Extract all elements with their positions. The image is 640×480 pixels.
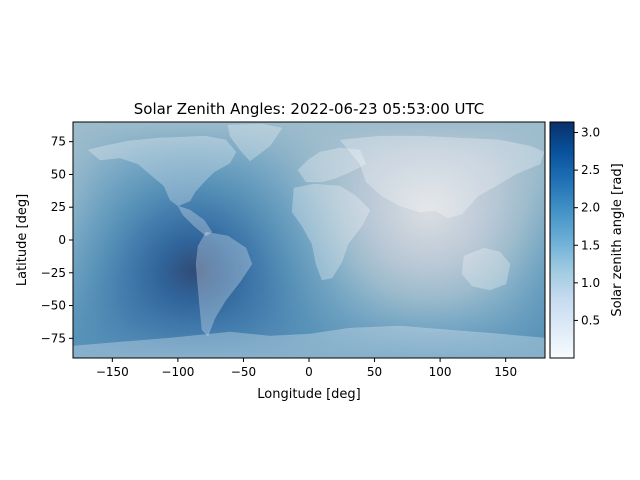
antarctica-land: [73, 325, 545, 358]
y-tick-label: −25: [41, 266, 66, 280]
y-tick-label: 50: [51, 167, 66, 181]
chart-title: Solar Zenith Angles: 2022-06-23 05:53:00…: [134, 100, 484, 118]
x-tick-label: −50: [231, 365, 256, 379]
x-axis-label: Longitude [deg]: [257, 387, 360, 402]
north-america-land: [87, 135, 237, 207]
africa-land: [291, 183, 371, 281]
x-tick-label: −150: [96, 365, 129, 379]
x-tick-label: 150: [494, 365, 517, 379]
colorbar-tick-label: 2.5: [581, 163, 600, 177]
colorbar: 0.5 1.0 1.5 2.0 2.5 3.0 Solar zenith angle [r…: [549, 121, 625, 359]
y-tick-label: 0: [58, 233, 66, 247]
y-tick-label: 75: [51, 135, 66, 149]
colorbar-label: Solar zenith angle [rad]: [610, 163, 625, 316]
zenith-heatmap: [73, 122, 545, 358]
x-tick-label: 50: [367, 365, 382, 379]
x-tick-label: 100: [429, 365, 452, 379]
colorbar-tick-label: 1.5: [581, 238, 600, 252]
y-tick-label: −50: [41, 299, 66, 313]
colorbar-tick-label: 2.0: [581, 201, 600, 215]
colorbar-gradient: [549, 121, 575, 359]
central-america-land: [177, 205, 213, 237]
x-tick-label: −100: [161, 365, 194, 379]
colorbar-ticks: 0.5 1.0 1.5 2.0 2.5 3.0: [574, 126, 600, 327]
plot-area: [72, 121, 546, 359]
x-tick-label: 0: [305, 365, 313, 379]
x-axis: −150 −100 −50 0 50 100 150: [96, 358, 517, 379]
colorbar-tick-label: 3.0: [581, 126, 600, 140]
colorbar-tick-label: 1.0: [581, 276, 600, 290]
y-tick-label: 25: [51, 200, 66, 214]
greenland-land: [227, 123, 283, 162]
asia-land: [339, 135, 545, 219]
y-axis: −75 −50 −25 0 25 50 75: [41, 135, 73, 345]
europe-land: [297, 147, 367, 183]
y-axis-label: Latitude [deg]: [15, 194, 30, 286]
y-tick-label: −75: [41, 331, 66, 345]
landmass-overlay: [73, 123, 545, 358]
south-america-land: [195, 231, 253, 337]
australia-land: [461, 247, 511, 291]
colorbar-tick-label: 0.5: [581, 313, 600, 327]
